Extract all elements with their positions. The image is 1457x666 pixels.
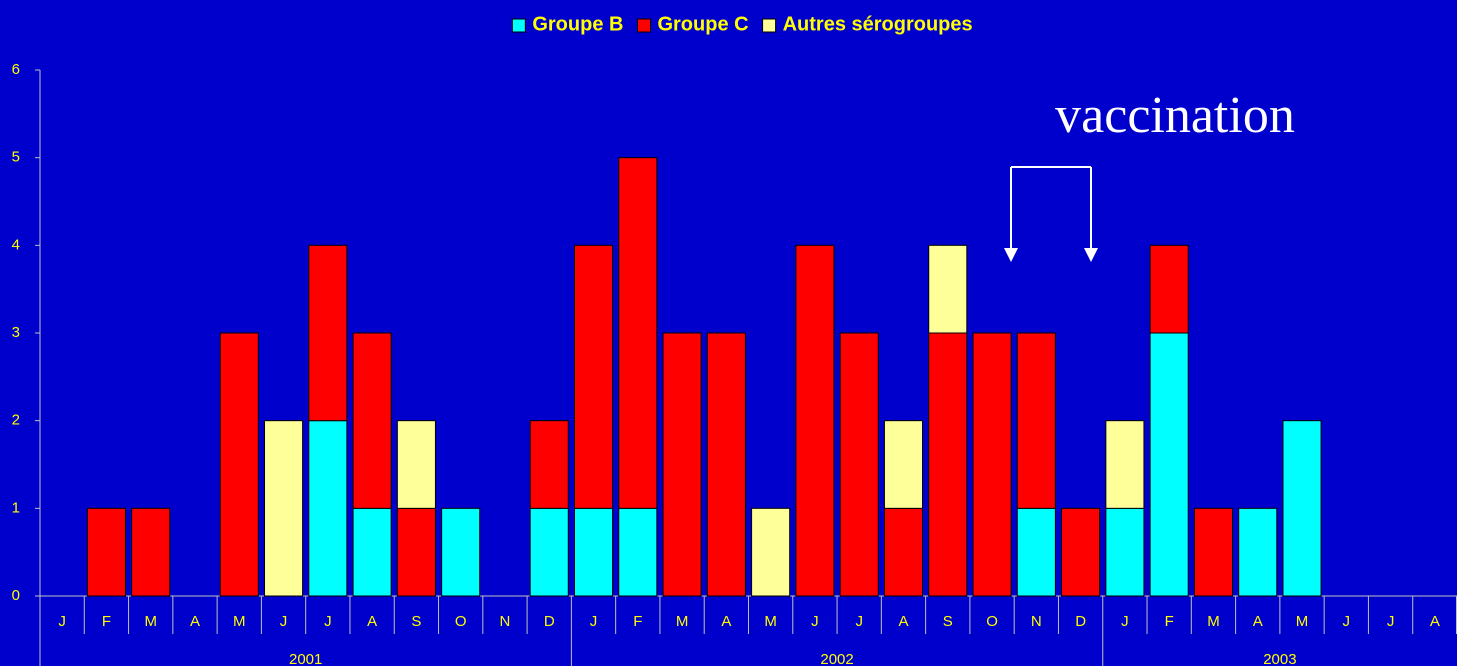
x-tick-label: N — [1031, 613, 1042, 630]
bar-segment — [441, 507, 481, 597]
bar-segment — [883, 420, 924, 509]
y-tick-label: 2 — [12, 412, 20, 429]
bar-segment — [1105, 507, 1145, 597]
x-tick-label: A — [1430, 613, 1440, 630]
legend-swatch — [762, 18, 777, 33]
bar-segment — [928, 244, 968, 334]
bar-segment — [618, 157, 658, 509]
group-label: 2003 — [1263, 651, 1296, 666]
legend-swatch — [636, 18, 651, 33]
x-tick-label: J — [855, 613, 863, 630]
bar-segment — [883, 507, 924, 597]
bar-segment — [573, 507, 614, 597]
x-tick-label: S — [411, 613, 421, 630]
y-tick-label: 4 — [12, 236, 20, 253]
y-tick-label: 1 — [12, 499, 20, 516]
legend-label: Groupe C — [657, 13, 748, 35]
x-tick-label: J — [590, 613, 598, 630]
legend-label: Groupe B — [532, 13, 623, 35]
x-tick-label: A — [721, 613, 731, 630]
x-tick-label: A — [1253, 613, 1263, 630]
y-tick-label: 0 — [12, 587, 20, 604]
bar-segment — [662, 332, 702, 597]
arrow-heads — [1004, 248, 1098, 262]
x-tick-label: O — [986, 613, 998, 630]
bar-segment — [264, 420, 304, 597]
bar-segment — [618, 507, 658, 597]
bar-segment — [529, 507, 569, 597]
x-tick-label: O — [455, 613, 467, 630]
bar-segment — [1149, 332, 1189, 597]
x-tick-label: M — [233, 613, 246, 630]
bar-segment — [751, 507, 791, 597]
bar-segment — [1238, 507, 1278, 597]
x-tick-label: J — [1121, 613, 1129, 630]
bar-segment — [308, 420, 348, 597]
y-tick-label: 6 — [12, 61, 20, 78]
y-tick-label: 3 — [12, 324, 20, 341]
y-tick-label: 5 — [12, 149, 20, 166]
x-tick-label: S — [943, 613, 953, 630]
x-tick-label: D — [544, 613, 555, 630]
x-tick-label: J — [280, 613, 288, 630]
bar-segment — [352, 507, 392, 597]
x-tick-label: M — [676, 613, 689, 630]
bar-segment — [706, 332, 746, 597]
bar-segment — [86, 507, 126, 597]
legend-swatch — [511, 18, 526, 33]
bar-segment — [1016, 507, 1056, 597]
bar-segment — [1193, 507, 1233, 597]
x-tick-label: A — [190, 613, 200, 630]
bracket — [1010, 166, 1092, 250]
group-label: 2001 — [289, 651, 322, 666]
bar-segment — [795, 244, 835, 597]
x-tick-label: D — [1075, 613, 1086, 630]
bar-segment — [396, 507, 436, 597]
x-tick-label: A — [898, 613, 908, 630]
annotation: vaccination — [1055, 87, 1295, 144]
bar-segment — [396, 420, 436, 509]
x-tick-label: J — [1343, 613, 1351, 630]
x-tick-label: F — [633, 613, 642, 630]
bar-segment — [972, 332, 1012, 597]
bar-segment — [131, 507, 171, 597]
bar-segment — [308, 244, 348, 422]
bar-segment — [839, 332, 879, 597]
bar-segment — [352, 332, 392, 509]
bar-segment — [1061, 507, 1101, 597]
legend-label: Autres sérogroupes — [783, 13, 973, 35]
bar-segment — [573, 244, 614, 509]
x-tick-label: J — [58, 613, 66, 630]
x-tick-label: J — [811, 613, 819, 630]
x-tick-label: J — [324, 613, 332, 630]
bar-segment — [529, 420, 569, 509]
x-tick-label: M — [144, 613, 157, 630]
x-tick-label: F — [1165, 613, 1174, 630]
bar-segment — [1105, 420, 1145, 509]
x-tick-label: M — [1207, 613, 1220, 630]
bar-segment — [1149, 244, 1189, 334]
bar-segment — [219, 332, 259, 597]
x-tick-label: A — [367, 613, 377, 630]
x-tick-label: M — [1296, 613, 1309, 630]
x-tick-label: J — [1387, 613, 1395, 630]
x-tick-label: F — [102, 613, 111, 630]
x-tick-label: N — [500, 613, 511, 630]
x-tick-label: M — [764, 613, 777, 630]
group-label: 2002 — [820, 651, 853, 666]
bar-segment — [928, 332, 968, 597]
bar-segment — [1016, 332, 1056, 509]
bar-segment — [1282, 420, 1322, 597]
